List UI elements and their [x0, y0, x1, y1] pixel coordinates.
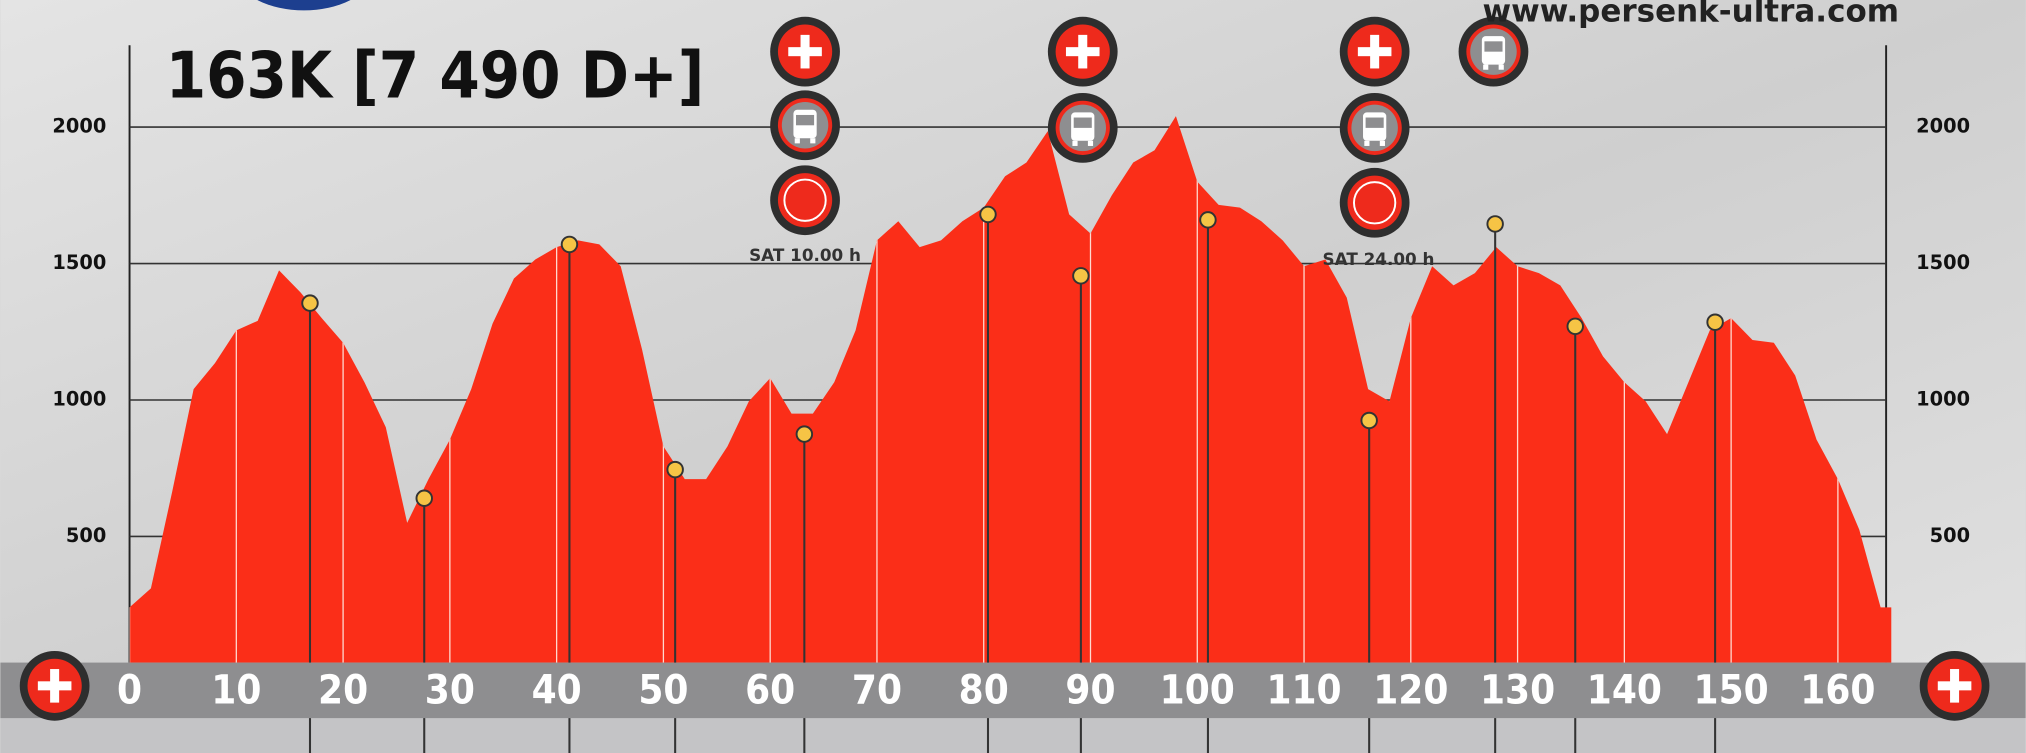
medical-icon: [1919, 650, 1990, 721]
cross-v: [1370, 34, 1380, 69]
medical-icon: [1339, 16, 1410, 87]
checkpoint: [1566, 317, 1584, 336]
y-tick-label-right: 2000: [1916, 115, 1970, 138]
bus-window: [1073, 117, 1092, 128]
bus-window: [1365, 117, 1384, 128]
checkpoint: [666, 460, 684, 479]
checkpoint: [301, 294, 319, 312]
x-tick-label: 160: [1800, 667, 1875, 713]
x-tick-label: 50: [638, 667, 688, 713]
checkpoint: [1072, 267, 1090, 285]
checkpoint: [415, 489, 433, 507]
x-tick-label: 80: [959, 667, 1009, 713]
x-axis-bar: [0, 662, 2026, 719]
lower-band: [0, 718, 2026, 753]
x-tick-label: 40: [532, 667, 582, 713]
checkpoint: [979, 205, 997, 224]
x-tick-label: 10: [211, 667, 261, 713]
checkpoint: [795, 425, 814, 443]
x-tick-label: 120: [1373, 667, 1448, 713]
chart-title: 163K [7 490 D+]: [166, 39, 705, 114]
bus-wheel-l: [1072, 140, 1078, 146]
checkpoint: [1199, 211, 1217, 229]
y-tick-label: 1500: [52, 251, 106, 274]
bus-wheel-l: [794, 138, 800, 144]
bus-icon: [1339, 92, 1410, 163]
checkpoint: [1706, 313, 1724, 331]
checkpoint: [1486, 215, 1504, 233]
annotation: SAT 10.00 h: [749, 245, 861, 265]
cross-v: [1950, 669, 1960, 703]
medical-icon: [770, 16, 840, 87]
x-tick-label: 20: [318, 667, 368, 713]
x-tick-label: 110: [1266, 667, 1341, 713]
bus-wheel-r: [1087, 140, 1094, 146]
checkpoint: [560, 235, 579, 254]
bus-window: [1484, 41, 1503, 52]
medical-icon: [1047, 16, 1118, 87]
stop-border: [1353, 181, 1397, 225]
stop-icon: [770, 165, 840, 236]
x-tick-label: 0: [117, 667, 142, 713]
y-tick-label: 2000: [52, 115, 106, 138]
bus-icon: [770, 90, 840, 161]
y-tick-label: 1000: [52, 388, 106, 411]
x-tick-label: 30: [425, 667, 475, 713]
x-tick-label: 60: [745, 667, 795, 713]
y-tick-label-right: 1500: [1916, 251, 1970, 274]
x-tick-label: 140: [1587, 667, 1662, 713]
stop-border: [783, 178, 827, 222]
x-tick-label: 100: [1160, 667, 1235, 713]
bus-window: [796, 114, 815, 126]
logo: [257, 0, 351, 11]
bus-wheel-r: [1379, 140, 1385, 146]
bus-wheel-r: [810, 138, 816, 144]
x-tick-label: 150: [1694, 667, 1769, 713]
y-tick-label-right: 500: [1930, 524, 1970, 547]
stop-icon: [1339, 167, 1410, 238]
cross-v: [1078, 34, 1088, 69]
medical-icon: [19, 650, 90, 721]
y-tick-label-right: 1000: [1916, 388, 1970, 411]
website: www.persenk-ultra.com: [1483, 0, 1900, 29]
bus-icon: [1458, 16, 1529, 87]
bus-wheel-l: [1364, 140, 1370, 146]
x-tick-label: 130: [1480, 667, 1555, 713]
icon-face: [1347, 175, 1402, 230]
y-tick-label: 500: [66, 524, 106, 547]
cross-v: [50, 669, 60, 703]
checkpoint: [1360, 411, 1378, 430]
x-tick-label: 70: [852, 667, 902, 713]
icon-face: [777, 173, 833, 228]
annotation: SAT 24.00 h: [1323, 249, 1435, 269]
bus-icon: [1047, 92, 1118, 163]
x-tick-label: 90: [1065, 667, 1115, 713]
bus-wheel-r: [1498, 64, 1504, 70]
cross-v: [800, 34, 810, 69]
bus-wheel-l: [1483, 64, 1489, 70]
